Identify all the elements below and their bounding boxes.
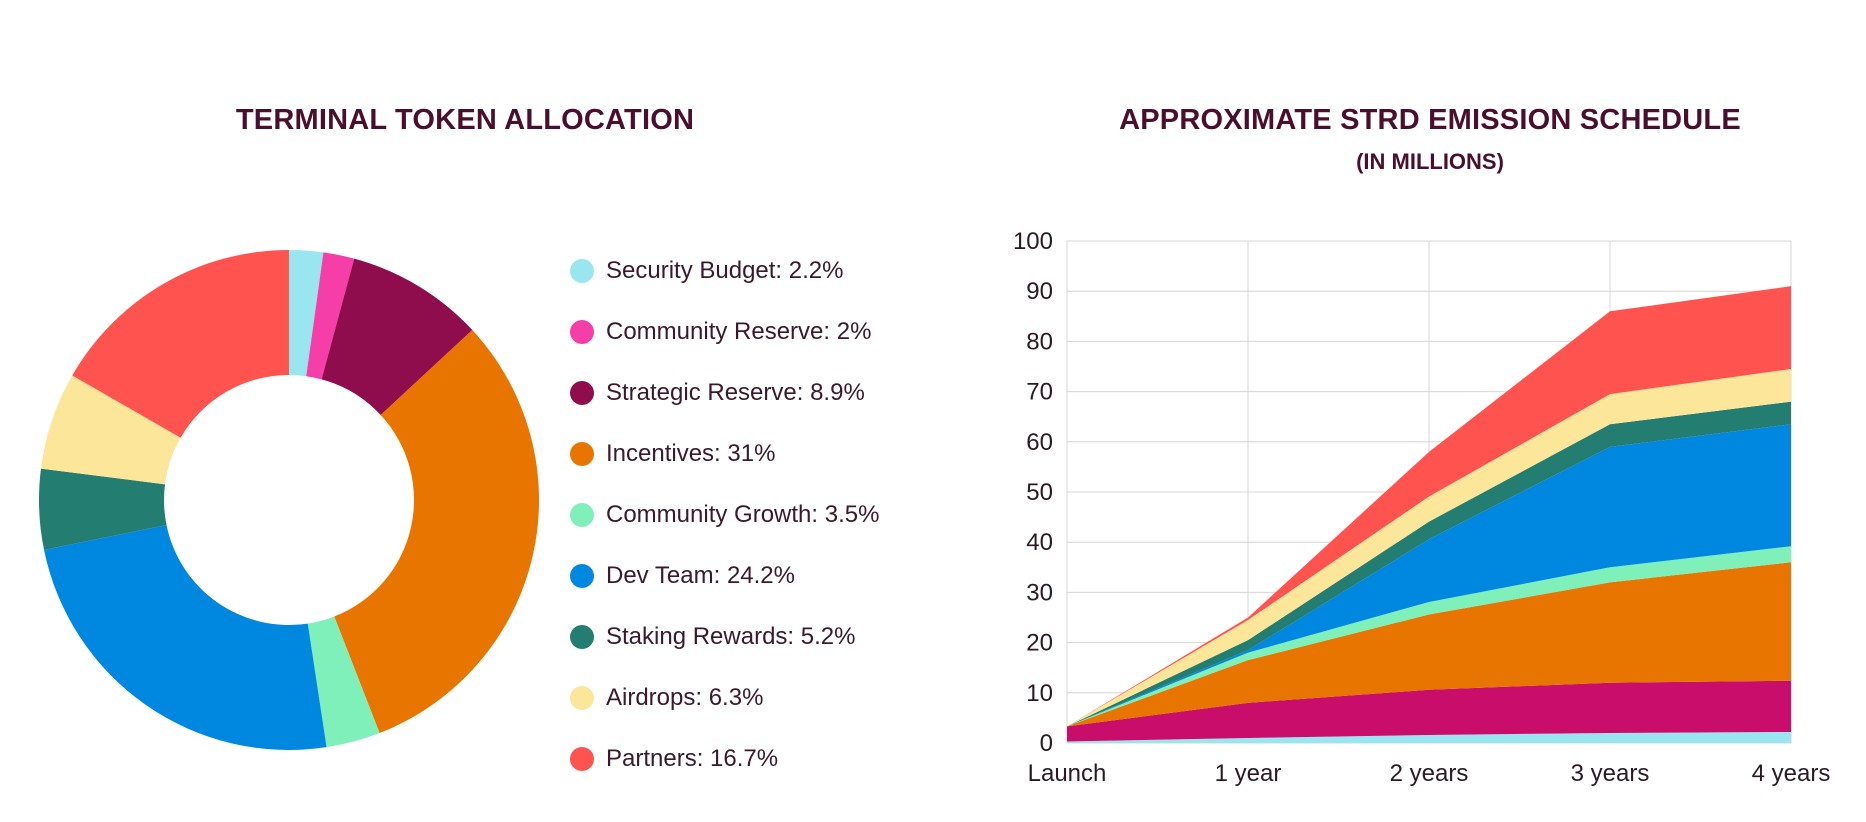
- donut-slice-strategic-reserve: [321, 258, 473, 416]
- donut-slice-staking-rewards: [39, 468, 167, 550]
- donut-slice-airdrops: [40, 375, 181, 485]
- x-tick-label: 1 year: [1215, 760, 1282, 787]
- legend-label: Incentives: 31%: [606, 439, 776, 467]
- legend-label: Community Reserve: 2%: [606, 317, 872, 345]
- legend-swatch: [570, 746, 594, 771]
- pie-legend: Security Budget: 2.2% Community Reserve:…: [570, 240, 879, 789]
- y-tick-label: 30: [1026, 579, 1053, 606]
- y-tick-label: 80: [1026, 328, 1053, 355]
- area-series-partners: [1067, 286, 1791, 727]
- area-chart: [1067, 286, 1791, 743]
- legend-swatch: [570, 258, 594, 283]
- area-series-staking-rewards: [1067, 401, 1791, 727]
- x-tick-label: 2 years: [1390, 760, 1469, 787]
- x-tick-label: 3 years: [1571, 760, 1650, 787]
- donut-slice-incentives: [334, 330, 539, 734]
- legend-label: Security Budget: 2.2%: [606, 256, 844, 284]
- donut-slice-community-reserve: [306, 252, 355, 380]
- legend-item: Partners: 16.7%: [570, 728, 879, 789]
- legend-item: Staking Rewards: 5.2%: [570, 606, 879, 667]
- pie-chart-title: TERMINAL TOKEN ALLOCATION: [235, 104, 695, 136]
- y-tick-label: 50: [1026, 479, 1053, 506]
- y-tick-label: 10: [1026, 680, 1053, 707]
- legend-label: Airdrops: 6.3%: [606, 683, 764, 711]
- area-series-dev-team: [1067, 424, 1791, 727]
- y-tick-label: 70: [1026, 379, 1053, 406]
- legend-item: Security Budget: 2.2%: [570, 240, 879, 301]
- legend-item: Dev Team: 24.2%: [570, 545, 879, 606]
- legend-label: Dev Team: 24.2%: [606, 561, 795, 589]
- donut-slice-community-growth: [307, 616, 380, 748]
- area-chart-axes: 0 10 20 30 40 50 60 70 80 90 100 Launch 1 year 2 year…: [1013, 228, 1830, 787]
- legend-label: Partners: 16.7%: [606, 744, 779, 772]
- area-series-airdrops: [1067, 369, 1791, 727]
- y-tick-label: 100: [1013, 228, 1053, 255]
- area-series-security-budget: [1067, 731, 1791, 743]
- legend-swatch: [570, 441, 594, 466]
- legend-label: Staking Rewards: 5.2%: [606, 622, 856, 650]
- legend-item: Community Reserve: 2%: [570, 301, 879, 362]
- x-tick-label: Launch: [1028, 760, 1107, 787]
- donut-slice-partners: [72, 250, 289, 438]
- legend-swatch: [570, 319, 594, 344]
- legend-swatch: [570, 380, 594, 405]
- y-tick-label: 60: [1026, 429, 1053, 456]
- legend-item: Strategic Reserve: 8.9%: [570, 362, 879, 423]
- legend-item: Community Growth: 3.5%: [570, 484, 879, 545]
- legend-swatch: [570, 685, 594, 710]
- y-tick-label: 40: [1026, 529, 1053, 556]
- legend-item: Incentives: 31%: [570, 423, 879, 484]
- area-series-strategic-reserve: [1067, 680, 1791, 742]
- area-series-incentives: [1067, 562, 1791, 727]
- legend-label: Strategic Reserve: 8.9%: [606, 378, 865, 406]
- y-tick-label: 20: [1026, 630, 1053, 657]
- donut-chart: [39, 250, 539, 751]
- y-tick-label: 0: [1040, 730, 1053, 757]
- y-tick-label: 90: [1026, 278, 1053, 305]
- x-tick-label: 4 years: [1752, 760, 1831, 787]
- area-chart-subtitle: (IN MILLIONS): [1356, 149, 1504, 174]
- legend-swatch: [570, 502, 594, 527]
- area-series-community-growth: [1067, 546, 1791, 727]
- legend-swatch: [570, 563, 594, 588]
- legend-item: Airdrops: 6.3%: [570, 667, 879, 728]
- area-chart-title: APPROXIMATE STRD EMISSION SCHEDULE: [1119, 104, 1741, 136]
- donut-slice-security-budget: [289, 250, 324, 377]
- donut-slice-dev-team: [44, 524, 327, 751]
- legend-swatch: [570, 624, 594, 649]
- legend-label: Community Growth: 3.5%: [606, 500, 880, 528]
